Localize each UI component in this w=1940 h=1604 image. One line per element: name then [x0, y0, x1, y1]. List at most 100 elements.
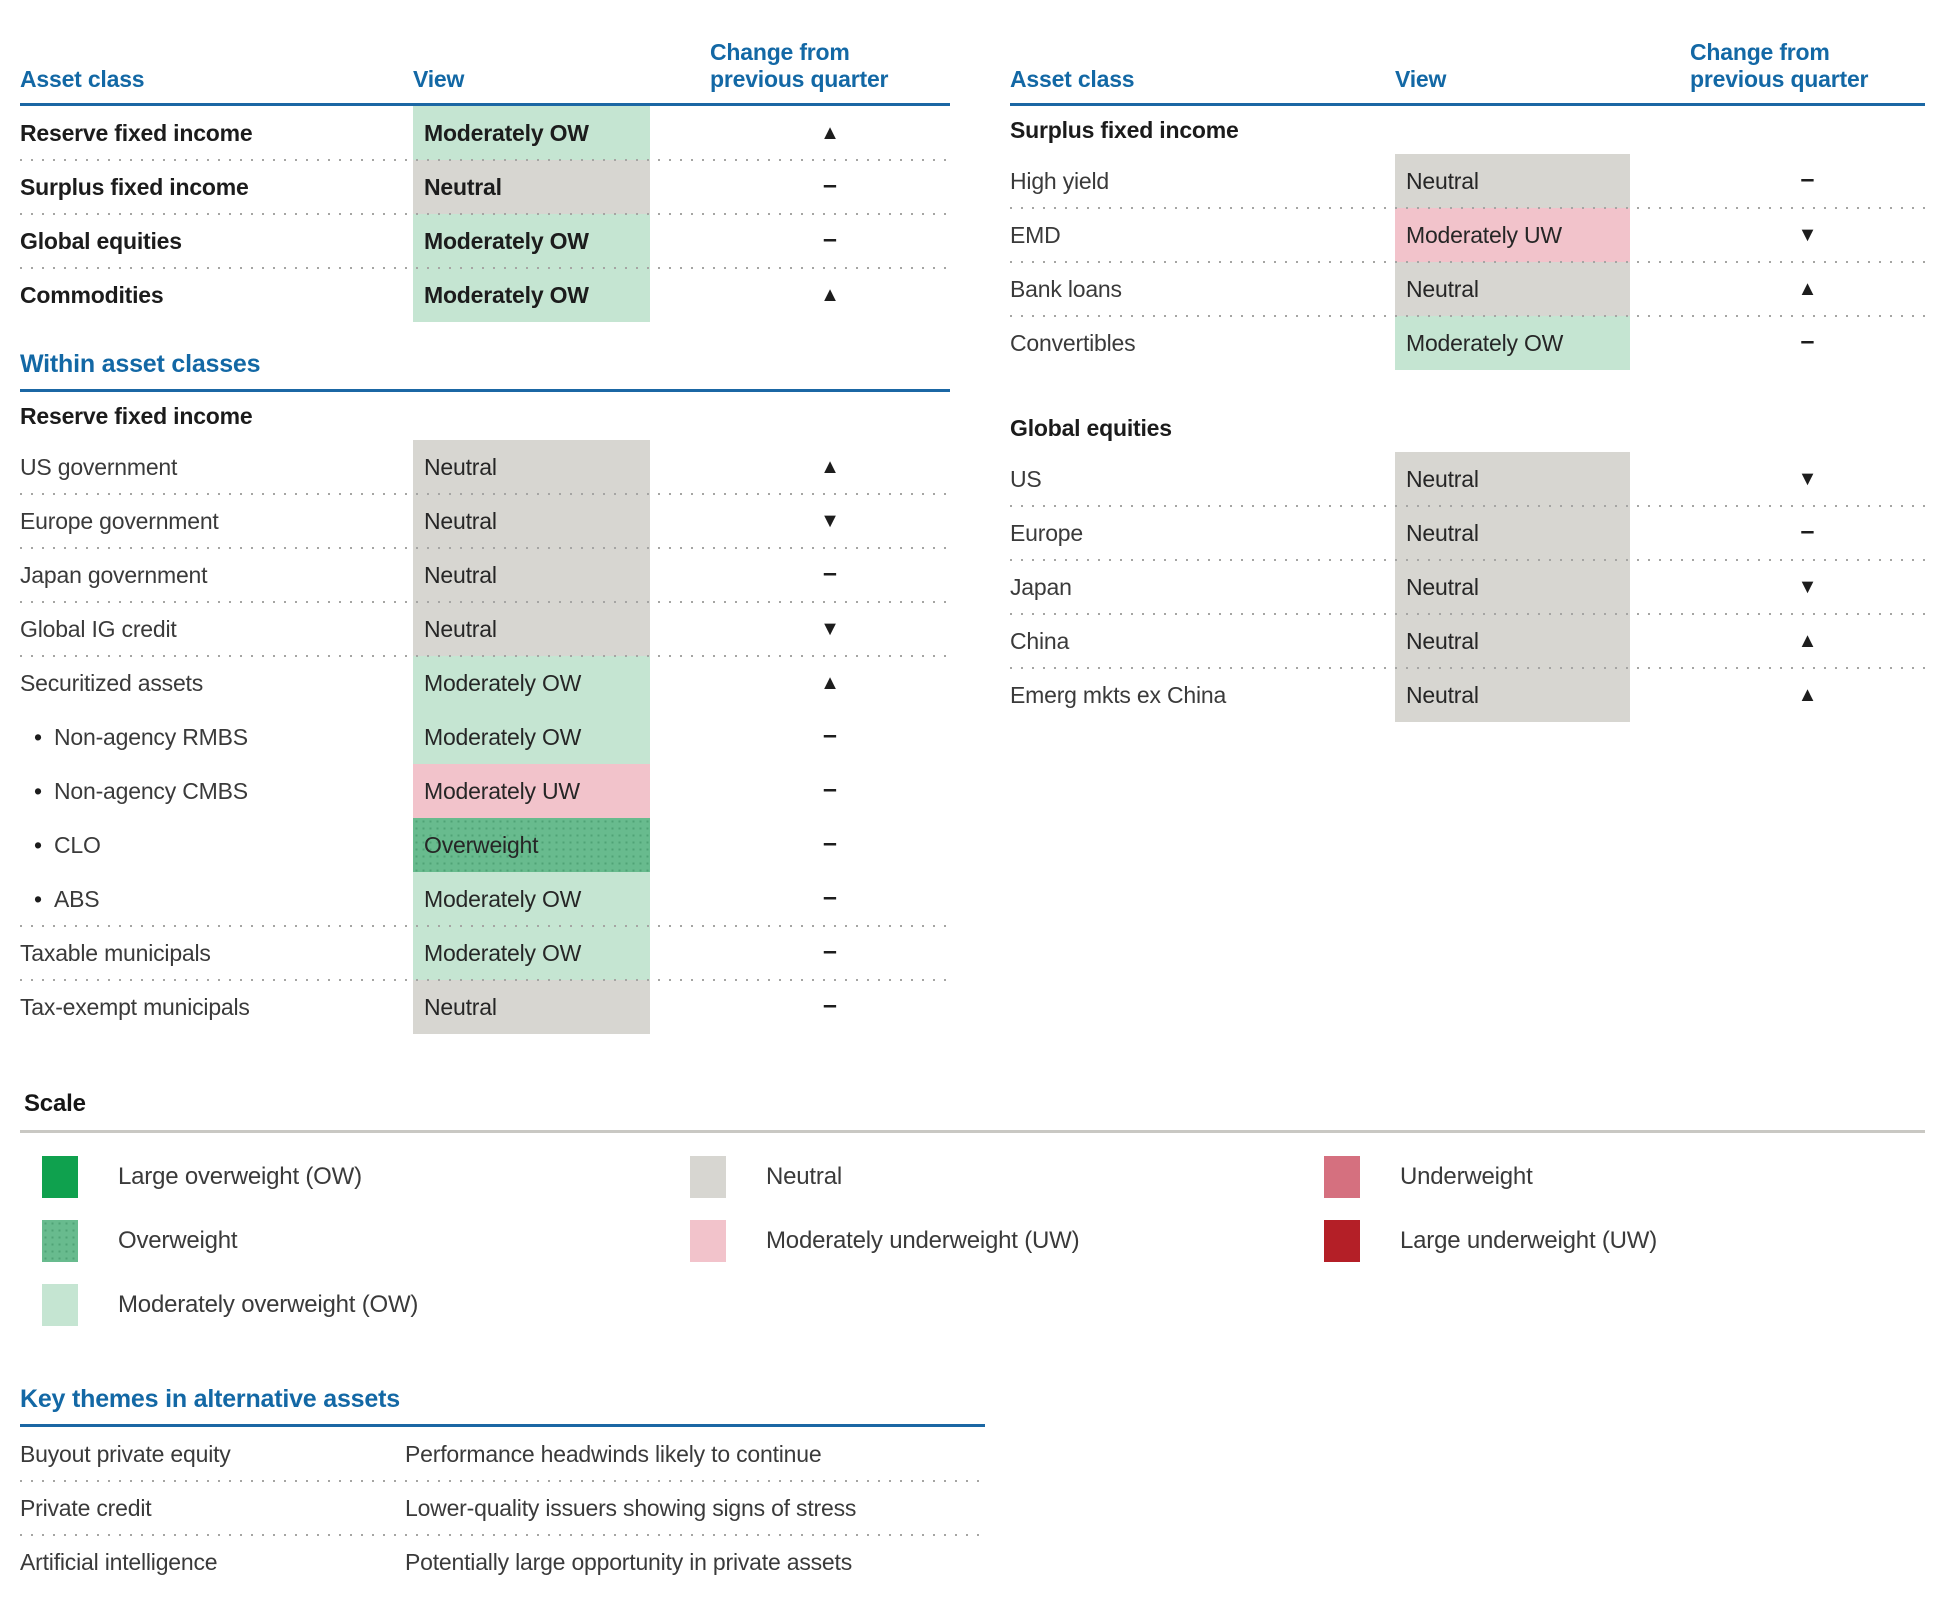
change-cell: –: [650, 926, 950, 980]
key-themes-heading: Key themes in alternative assets: [20, 1385, 400, 1413]
subtable-section-title: Global equities: [1010, 414, 1172, 441]
row-label: China: [1010, 627, 1070, 654]
section-rule: [20, 389, 950, 392]
row-label: Convertibles: [1010, 329, 1136, 356]
within-asset-classes-heading: Within asset classes: [20, 350, 261, 378]
row-label: Japan government: [20, 561, 208, 588]
neutral-swatch: [690, 1156, 726, 1198]
change-indicator: ▼: [820, 618, 840, 640]
legend-label: Moderately overweight (OW): [118, 1291, 419, 1318]
view-cell: Moderately OW: [413, 268, 650, 322]
change-indicator: ▲: [1797, 278, 1818, 300]
col-header-asset-class: Asset class: [1010, 66, 1135, 93]
view-cell: Neutral: [413, 494, 650, 548]
row-label: Global equities: [20, 227, 182, 254]
left-table-header: Asset class View Change from previous qu…: [20, 22, 950, 106]
legend-label: Large underweight (UW): [1400, 1227, 1658, 1254]
change-cell: –: [1630, 154, 1925, 208]
view-cell: Neutral: [1395, 506, 1630, 560]
view-cell: Moderately OW: [413, 710, 650, 764]
change-cell: –: [650, 548, 950, 602]
scale-title: Scale: [24, 1090, 86, 1117]
change-cell: –: [650, 764, 950, 818]
change-indicator: –: [823, 720, 837, 749]
legend-label: Neutral: [766, 1163, 842, 1190]
view-cell: Moderately UW: [1395, 208, 1630, 262]
overweight-swatch: [42, 1220, 78, 1262]
change-indicator: ▲: [820, 122, 840, 144]
table-row: Commodities Moderately OW ▲: [20, 268, 950, 322]
view-cell: Moderately OW: [413, 872, 650, 926]
change-indicator: ▼: [1797, 224, 1818, 246]
legend-item: Underweight: [1302, 1145, 1925, 1209]
right-table-header: Asset class View Change from previous qu…: [1010, 22, 1925, 106]
view-cell: Neutral: [413, 160, 650, 214]
row-label: Taxable municipals: [20, 939, 211, 966]
theme-description: Potentially large opportunity in private…: [405, 1548, 853, 1575]
row-label: High yield: [1010, 167, 1109, 194]
view-cell: Moderately OW: [413, 214, 650, 268]
view-cell: Neutral: [1395, 452, 1630, 506]
col-header-change: Change from previous quarter: [710, 38, 889, 93]
table-row: Emerg mkts ex China Neutral ▲: [1010, 668, 1925, 722]
view-cell: Neutral: [413, 440, 650, 494]
change-cell: ▲: [1630, 668, 1925, 722]
view-cell: Neutral: [1395, 614, 1630, 668]
change-cell: –: [650, 980, 950, 1034]
change-indicator: ▲: [1797, 630, 1818, 652]
legend-item: Overweight: [20, 1209, 668, 1273]
scale-rule: [20, 1130, 1925, 1133]
view-cell: Neutral: [1395, 560, 1630, 614]
legend-column: Underweight Large underweight (UW): [1302, 1145, 1925, 1273]
row-label: Securitized assets: [20, 669, 204, 696]
table-row: Non-agency RMBS Moderately OW –: [20, 710, 950, 764]
right-asset-table: Asset class View Change from previous qu…: [1010, 22, 1925, 1034]
view-cell: Moderately OW: [413, 926, 650, 980]
legend-label: Overweight: [118, 1227, 238, 1254]
change-indicator: –: [823, 882, 837, 911]
col-header-change: Change from previous quarter: [1690, 38, 1869, 93]
change-indicator: ▲: [1797, 684, 1818, 706]
tables-row: Asset class View Change from previous qu…: [20, 22, 1925, 1034]
table-row: Global IG credit Neutral ▼: [20, 602, 950, 657]
row-label: EMD: [1010, 221, 1061, 248]
change-cell: –: [650, 872, 950, 926]
change-cell: ▲: [650, 106, 950, 160]
legend-item: Moderately overweight (OW): [20, 1273, 668, 1337]
theme-row: Buyout private equity Performance headwi…: [20, 1427, 985, 1482]
change-cell: –: [650, 214, 950, 268]
left-asset-table: Asset class View Change from previous qu…: [20, 22, 950, 1034]
row-label: US: [1010, 465, 1042, 492]
row-label: US government: [20, 453, 178, 480]
change-indicator: ▼: [1797, 576, 1818, 598]
row-label: Europe: [1010, 519, 1083, 546]
row-label: Europe government: [20, 507, 219, 534]
change-indicator: –: [1800, 326, 1815, 355]
theme-term: Artificial intelligence: [20, 1548, 218, 1575]
key-themes-rule: [20, 1424, 985, 1427]
legend-label: Moderately underweight (UW): [766, 1227, 1080, 1254]
theme-description: Lower-quality issuers showing signs of s…: [405, 1494, 857, 1521]
view-cell: Moderately UW: [413, 764, 650, 818]
change-cell: ▲: [1630, 262, 1925, 316]
table-row: Taxable municipals Moderately OW –: [20, 926, 950, 981]
change-indicator: ▲: [820, 672, 840, 694]
change-indicator: ▲: [820, 284, 840, 306]
change-cell: ▼: [1630, 560, 1925, 614]
underweight-swatch: [1324, 1156, 1360, 1198]
change-cell: ▼: [1630, 208, 1925, 262]
table-row: Convertibles Moderately OW –: [1010, 316, 1925, 370]
view-cell: Neutral: [413, 980, 650, 1034]
table-row: Bank loans Neutral ▲: [1010, 262, 1925, 317]
row-label: Commodities: [20, 281, 164, 308]
change-cell: –: [1630, 506, 1925, 560]
theme-term: Buyout private equity: [20, 1440, 231, 1467]
col-header-view: View: [413, 66, 465, 93]
row-label: Non-agency RMBS: [20, 710, 413, 764]
table-row: Europe Neutral –: [1010, 506, 1925, 561]
table-row: Non-agency CMBS Moderately UW –: [20, 764, 950, 818]
theme-row: Private credit Lower-quality issuers sho…: [20, 1481, 985, 1536]
table-row: ABS Moderately OW –: [20, 872, 950, 927]
legend-item: Large overweight (OW): [20, 1145, 668, 1209]
